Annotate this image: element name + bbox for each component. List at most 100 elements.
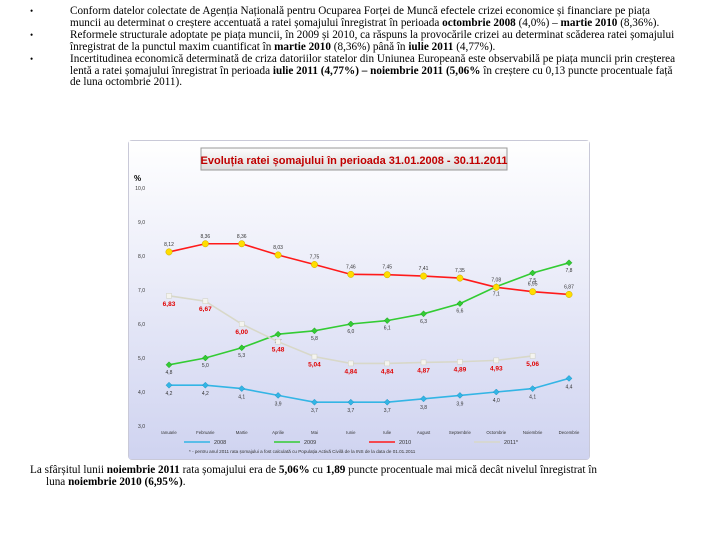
data-point xyxy=(457,358,463,365)
data-label: 4,89 xyxy=(454,367,467,374)
data-label: 3,7 xyxy=(311,408,318,414)
data-point xyxy=(420,395,427,403)
data-label: 4,93 xyxy=(490,365,503,372)
data-point xyxy=(238,321,245,327)
bottom-bold: 1,89 xyxy=(325,464,346,476)
data-label: 4,87 xyxy=(417,367,430,374)
data-label: 6,83 xyxy=(163,301,176,308)
unemployment-chart: Evoluția ratei șomajului în perioada 31.… xyxy=(129,141,589,459)
data-point xyxy=(311,327,318,335)
bullet-text: (4,77%). xyxy=(453,40,496,53)
bullet-bold: iulie 2011 (4,77%) – noiembrie 2011 (5,0… xyxy=(272,64,481,77)
bullet-dot-icon: • xyxy=(30,54,34,64)
y-tick-label: 8,0 xyxy=(138,254,145,260)
data-point xyxy=(383,271,391,279)
y-axis-label: % xyxy=(134,174,141,183)
x-tick-label: Februarie xyxy=(196,430,215,435)
data-point xyxy=(492,388,500,396)
data-label: 3,9 xyxy=(275,401,282,407)
data-label: 6,87 xyxy=(564,284,574,290)
data-point xyxy=(202,354,209,362)
data-label: 7,45 xyxy=(382,265,392,271)
y-tick-label: 7,0 xyxy=(138,288,145,294)
data-label: 6,6 xyxy=(456,309,463,315)
data-point xyxy=(347,398,355,406)
series-line xyxy=(168,242,570,296)
legend-label: 2011* xyxy=(504,440,519,446)
y-tick-label: 5,0 xyxy=(138,356,145,362)
data-label: 6,95 xyxy=(528,282,538,288)
series-line xyxy=(169,377,570,404)
data-label: 4,84 xyxy=(344,368,357,375)
data-label: 6,3 xyxy=(420,319,427,325)
data-label: 3,7 xyxy=(347,408,354,414)
bottom-text: cu xyxy=(309,464,326,476)
x-tick-label: Decembrie xyxy=(559,430,580,435)
data-label: 4,1 xyxy=(238,395,245,401)
data-point xyxy=(529,385,536,392)
data-label: 4,4 xyxy=(566,384,573,390)
data-point xyxy=(492,283,500,291)
data-point xyxy=(202,298,209,304)
data-point xyxy=(166,293,172,299)
data-label: 3,8 xyxy=(420,405,427,411)
chart-series: 4,2 4,2 4,1 3,9 3,7 3,7 3,7 3,8 3,9 4,0 4,1 4,4 4,8 5… xyxy=(163,234,574,414)
x-axis: Ianuarie Februarie Martie Aprilie Mai Iunie Iu… xyxy=(161,430,580,435)
x-tick-label: Octombrie xyxy=(486,430,506,435)
data-label: 5,0 xyxy=(202,363,209,369)
bottom-paragraph: La sfârșitul lunii noiembrie 2011 rata ș… xyxy=(30,464,690,488)
data-point xyxy=(311,398,318,406)
data-point xyxy=(384,360,390,367)
data-label: 8,03 xyxy=(273,245,283,251)
bullet-bold: martie 2010 xyxy=(274,40,331,53)
data-label: 5,04 xyxy=(308,362,321,369)
data-point xyxy=(529,353,536,359)
x-tick-label: Martie xyxy=(236,430,249,435)
data-label: 6,67 xyxy=(199,306,212,313)
data-point xyxy=(529,269,536,277)
y-tick-label: 10,0 xyxy=(135,186,145,192)
bottom-text: rata șomajului era de xyxy=(179,464,279,476)
data-point xyxy=(165,361,173,369)
x-tick-label: August xyxy=(417,430,431,435)
data-point xyxy=(275,338,281,345)
data-point xyxy=(456,300,464,307)
data-point xyxy=(420,359,427,366)
data-point xyxy=(202,381,209,389)
data-point xyxy=(274,251,282,259)
x-tick-label: Noiembrie xyxy=(523,430,543,435)
bottom-bold: noiembrie 2010 (6,95%) xyxy=(68,475,183,488)
bullet-text: Reformele structurale adoptate pe piața … xyxy=(70,29,675,53)
data-label: 4,2 xyxy=(166,391,173,397)
data-point xyxy=(383,317,391,324)
data-point xyxy=(238,344,246,352)
data-label: 5,8 xyxy=(311,336,318,342)
data-label: 6,1 xyxy=(384,326,391,332)
series-line xyxy=(168,262,570,366)
x-tick-label: Aprilie xyxy=(272,430,285,435)
chart-title: Evoluția ratei șomajului în perioada 31.… xyxy=(201,155,508,167)
data-point xyxy=(238,240,246,248)
data-point xyxy=(348,360,354,367)
legend-label: 2008 xyxy=(214,440,226,446)
bullet-item: • Conform datelor colectate de Agenția Na… xyxy=(30,5,680,29)
data-label: 5,48 xyxy=(272,347,285,354)
data-point xyxy=(420,310,427,318)
data-point xyxy=(493,357,500,364)
data-label: 5,3 xyxy=(238,353,245,359)
data-point xyxy=(165,248,173,256)
data-point xyxy=(347,320,355,328)
bullet-item: • Incertitudinea economică determinată de… xyxy=(30,53,680,89)
bottom-text: puncte procentuale mai mică decât nivelu… xyxy=(345,464,597,476)
x-tick-label: Iunie xyxy=(346,430,356,435)
data-point xyxy=(274,392,282,399)
bullet-bold: iulie 2011 xyxy=(408,40,454,53)
bullet-bold: martie 2010 xyxy=(560,16,618,29)
data-label: 7,08 xyxy=(491,277,501,283)
data-point xyxy=(201,240,209,248)
data-label: 8,36 xyxy=(200,234,210,240)
data-label: 7,1 xyxy=(493,292,500,298)
bottom-bold: noiembrie 2011 xyxy=(106,464,180,476)
chart-legend: 2008 2009 2010 2011* xyxy=(184,440,519,446)
bullet-item: • Reformele structurale adoptate pe piața… xyxy=(30,29,680,53)
